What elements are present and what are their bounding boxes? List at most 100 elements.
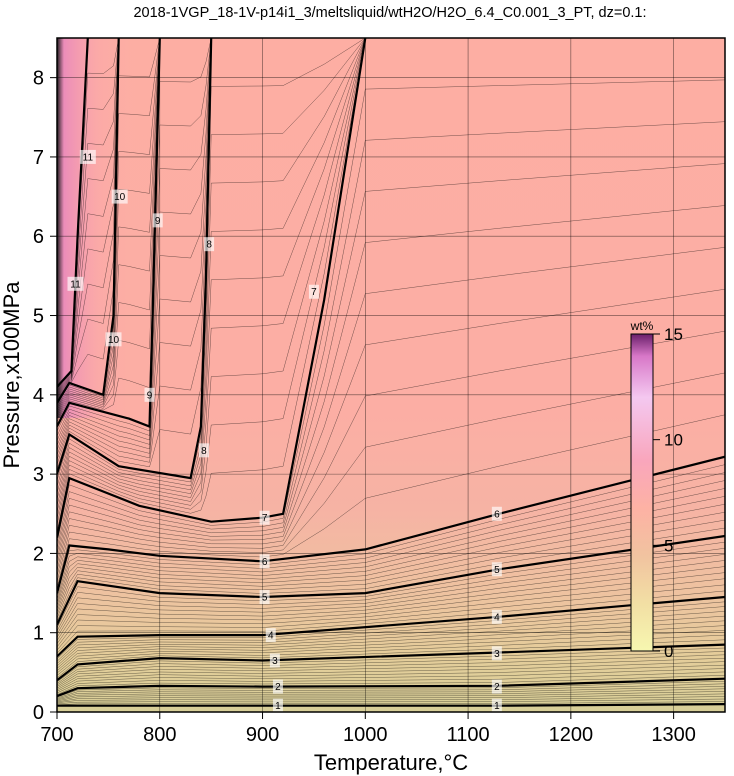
contour-label-text: 4 bbox=[494, 612, 500, 623]
contour-label-text: 10 bbox=[108, 335, 120, 346]
contour-label-text: 5 bbox=[262, 593, 268, 604]
minor-contour-line bbox=[57, 38, 212, 456]
minor-contour-line bbox=[57, 38, 119, 394]
minor-contour-line bbox=[57, 647, 725, 683]
y-axis-title: Pressure,x100MPa bbox=[0, 281, 24, 469]
y-tick-label: 1 bbox=[33, 623, 44, 645]
colorbar-tick-label: 10 bbox=[664, 431, 683, 450]
contour-label: 6 bbox=[259, 554, 270, 569]
minor-contour-line bbox=[57, 639, 725, 679]
contour-label: 3 bbox=[269, 653, 280, 668]
minor-contour-line bbox=[57, 38, 119, 399]
minor-contour-line bbox=[57, 38, 212, 470]
contour-label-box bbox=[111, 189, 128, 204]
contour-label-text: 1 bbox=[494, 701, 500, 712]
contour-label: 11 bbox=[67, 276, 84, 291]
x-tick-label: 1100 bbox=[447, 724, 490, 746]
contour-label-text: 8 bbox=[206, 240, 212, 251]
x-tick-label: 800 bbox=[143, 724, 176, 746]
contour-label: 9 bbox=[144, 387, 155, 402]
contour-label-box bbox=[152, 213, 163, 228]
x-axis: 700 800 900 1000 1100 1200 1300 bbox=[40, 712, 696, 746]
contour-label-text: 11 bbox=[83, 152, 94, 163]
contour-label-text: 11 bbox=[70, 279, 81, 290]
colorbar-unit: wt% bbox=[630, 319, 654, 333]
contour-label-text: 5 bbox=[494, 565, 500, 576]
minor-contour-line bbox=[57, 680, 725, 698]
contour-label: 1 bbox=[491, 698, 502, 712]
minor-contour-line bbox=[57, 664, 725, 691]
minor-contour-line bbox=[57, 38, 161, 420]
contour-label-box bbox=[105, 332, 122, 347]
colorbar-ticks: 0 5 10 15 bbox=[653, 325, 683, 661]
x-tick-label: 1000 bbox=[343, 724, 388, 746]
contour-label-text: 3 bbox=[494, 649, 500, 660]
contour-label: 8 bbox=[204, 237, 215, 252]
y-tick-label: 4 bbox=[33, 385, 44, 407]
minor-contour-line bbox=[57, 698, 725, 705]
contour-label-box bbox=[259, 590, 270, 605]
contour-label-box bbox=[259, 510, 270, 525]
minor-contour-line bbox=[57, 38, 366, 506]
contour-label-text: 2 bbox=[494, 682, 500, 693]
contour-label-box bbox=[259, 554, 270, 569]
contour-label: 7 bbox=[259, 510, 270, 525]
contour-label: 6 bbox=[491, 506, 502, 521]
y-tick-label: 8 bbox=[33, 68, 44, 90]
contour-label-box bbox=[491, 698, 502, 712]
contour-label-text: 9 bbox=[147, 390, 153, 401]
contour-label: 5 bbox=[259, 590, 270, 605]
minor-contour-line bbox=[57, 661, 725, 689]
contour-label: 9 bbox=[152, 213, 163, 228]
contour-line-6 bbox=[57, 455, 725, 594]
contour-line-8 bbox=[57, 38, 213, 480]
minor-contour-line bbox=[57, 668, 725, 692]
contour-label: 2 bbox=[491, 679, 502, 694]
x-tick-label: 700 bbox=[40, 724, 73, 746]
minor-contour-line bbox=[57, 38, 119, 400]
colorbar-tick-label: 0 bbox=[664, 642, 673, 661]
minor-contour-line bbox=[57, 675, 725, 695]
contour-label: 3 bbox=[491, 646, 502, 661]
contour-label-box bbox=[272, 698, 283, 712]
minor-contour-line bbox=[57, 121, 725, 549]
minor-contour-line bbox=[57, 691, 725, 702]
minor-contour-line bbox=[57, 651, 725, 684]
minor-contour-line bbox=[57, 620, 725, 669]
minor-contour-line bbox=[57, 372, 725, 583]
minor-contour-line bbox=[57, 683, 725, 699]
minor-contour-line bbox=[57, 38, 161, 418]
contour-label-box bbox=[491, 609, 502, 624]
contour-label-text: 7 bbox=[262, 513, 268, 524]
contour-line-3 bbox=[57, 643, 725, 682]
colorbar: wt% 0 5 10 15 bbox=[630, 319, 683, 661]
minor-contour-line bbox=[57, 38, 212, 446]
contour-label-box bbox=[144, 387, 155, 402]
minor-contour-line bbox=[57, 38, 119, 395]
minor-contour-line bbox=[57, 38, 119, 391]
x-tick-label: 900 bbox=[246, 724, 279, 746]
contour-line-10 bbox=[57, 38, 120, 404]
minor-contour-line bbox=[57, 38, 366, 487]
contour-label-text: 7 bbox=[311, 287, 317, 298]
contour-label-text: 1 bbox=[275, 701, 281, 712]
x-tick-label: 1300 bbox=[651, 724, 696, 746]
x-axis-title: Temperature,°C bbox=[314, 750, 468, 775]
contour-label-box bbox=[67, 276, 84, 291]
y-tick-label: 5 bbox=[33, 306, 44, 328]
contour-label-box bbox=[269, 653, 280, 668]
minor-contour-line bbox=[57, 606, 725, 662]
minor-contour-line bbox=[57, 38, 119, 392]
minor-contour-line bbox=[57, 625, 725, 671]
contour-line-11 bbox=[57, 38, 89, 388]
contour-label-box bbox=[491, 562, 502, 577]
minor-contour-line bbox=[57, 654, 725, 686]
major-contours bbox=[57, 38, 725, 707]
contour-label-text: 10 bbox=[114, 192, 126, 203]
minor-contour-line bbox=[57, 701, 725, 705]
minor-contour-line bbox=[57, 38, 161, 411]
minor-contour-line bbox=[57, 615, 725, 667]
contour-label: 11 bbox=[79, 149, 96, 164]
minor-contour-line bbox=[57, 611, 725, 664]
minor-contour-line bbox=[57, 38, 161, 408]
